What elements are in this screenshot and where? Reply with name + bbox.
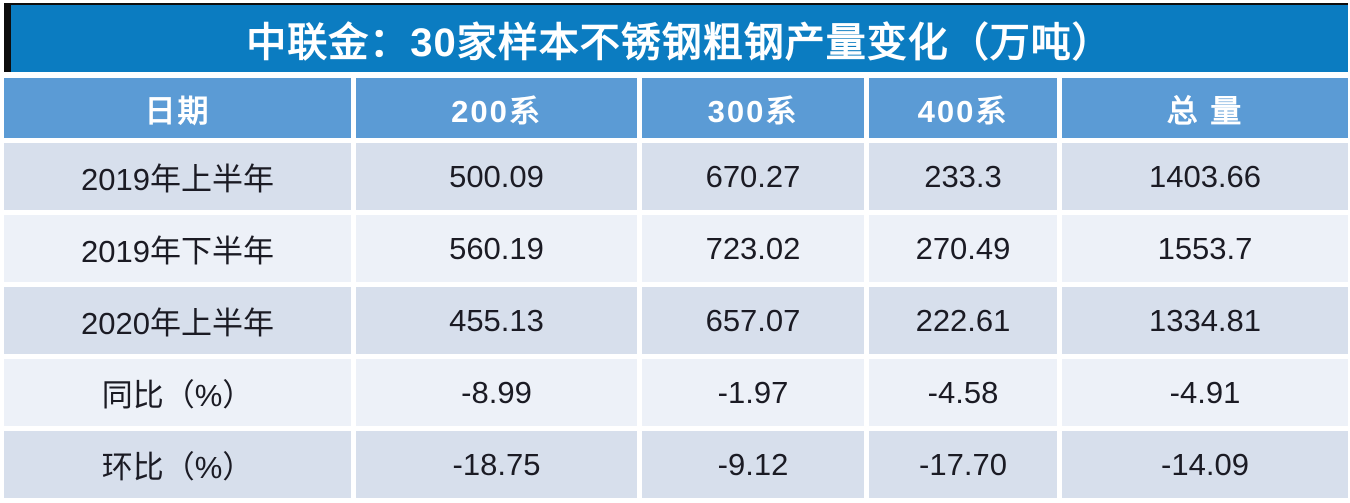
column-header-date: 日期	[4, 78, 351, 138]
table-row: 同比（%） -8.99 -1.97 -4.58 -4.91	[4, 359, 1348, 426]
row-label: 2019年下半年	[4, 215, 351, 282]
table-title: 中联金：30家样本不锈钢粗钢产量变化（万吨）	[4, 3, 1348, 72]
cell-300: 670.27	[642, 143, 864, 210]
column-header-total: 总 量	[1062, 78, 1348, 138]
row-label: 同比（%）	[4, 359, 351, 426]
cell-300: 723.02	[642, 215, 864, 282]
table-header-row: 日期 200系 300系 400系 总 量	[4, 78, 1348, 138]
table-row: 2019年下半年 560.19 723.02 270.49 1553.7	[4, 215, 1348, 282]
row-label: 环比（%）	[4, 431, 351, 498]
cell-200: 560.19	[356, 215, 637, 282]
cell-200: -8.99	[356, 359, 637, 426]
cell-400: 270.49	[869, 215, 1057, 282]
cell-total: -4.91	[1062, 359, 1348, 426]
table-row: 环比（%） -18.75 -9.12 -17.70 -14.09	[4, 431, 1348, 498]
cell-300: -1.97	[642, 359, 864, 426]
table-row: 2019年上半年 500.09 670.27 233.3 1403.66	[4, 143, 1348, 210]
cell-400: -4.58	[869, 359, 1057, 426]
column-header-400: 400系	[869, 78, 1057, 138]
cell-400: -17.70	[869, 431, 1057, 498]
cell-total: -14.09	[1062, 431, 1348, 498]
table-row: 2020年上半年 455.13 657.07 222.61 1334.81	[4, 287, 1348, 354]
cell-total: 1334.81	[1062, 287, 1348, 354]
cell-400: 222.61	[869, 287, 1057, 354]
cell-300: 657.07	[642, 287, 864, 354]
cell-200: -18.75	[356, 431, 637, 498]
cell-200: 500.09	[356, 143, 637, 210]
row-label: 2020年上半年	[4, 287, 351, 354]
cell-400: 233.3	[869, 143, 1057, 210]
cell-total: 1403.66	[1062, 143, 1348, 210]
column-header-300: 300系	[642, 78, 864, 138]
table-title-text: 中联金：30家样本不锈钢粗钢产量变化（万吨）	[246, 20, 1113, 65]
column-header-200: 200系	[356, 78, 637, 138]
row-label: 2019年上半年	[4, 143, 351, 210]
stainless-steel-output-table: 中联金：30家样本不锈钢粗钢产量变化（万吨） 日期 200系 300系 400系…	[4, 0, 1348, 498]
cell-300: -9.12	[642, 431, 864, 498]
cell-200: 455.13	[356, 287, 637, 354]
cell-total: 1553.7	[1062, 215, 1348, 282]
